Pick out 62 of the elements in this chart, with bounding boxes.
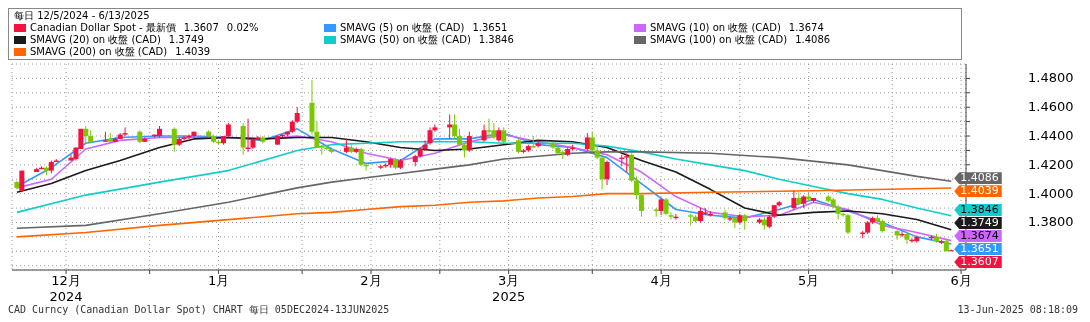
data-label: 1.4086 <box>954 171 1002 185</box>
text: 1.3674 <box>788 22 824 33</box>
legend-label: Canadian Dollar Spot - 最新價 <box>30 22 176 34</box>
candlestick <box>122 126 128 137</box>
data-label: 1.3749 <box>954 216 1002 230</box>
candlestick <box>589 131 595 153</box>
candlestick <box>466 131 472 153</box>
text: 1.3607 <box>960 255 999 269</box>
candlestick <box>722 209 728 221</box>
candlestick <box>240 122 246 156</box>
candlestick <box>604 160 610 186</box>
legend-label: SMAVG (200) on 收盤 (CAD) <box>30 46 168 58</box>
legend-label: SMAVG (100) on 收盤 (CAD) <box>650 34 788 46</box>
candlestick <box>732 216 738 229</box>
candlestick <box>727 216 733 222</box>
candlestick <box>599 154 605 190</box>
line-series <box>16 151 953 230</box>
text: 1.3846 <box>478 34 514 45</box>
y-tick-label: 1.4600 <box>1028 99 1074 115</box>
text: 1.3749 <box>168 34 204 45</box>
candlestick <box>171 126 177 153</box>
text: 13-Jun-2025 08:18:09 <box>957 304 1078 316</box>
candlestick <box>624 152 630 173</box>
data-label: 1.3846 <box>954 203 1002 217</box>
candlestick <box>486 118 492 138</box>
candlestick <box>634 175 640 200</box>
candlestick <box>845 213 851 235</box>
legend-label: SMAVG (10) on 收盤 (CAD) <box>650 22 781 34</box>
text: 1.4086 <box>795 34 831 45</box>
data-label: 1.3674 <box>954 229 1002 243</box>
legend-label: SMAVG (5) on 收盤 (CAD) <box>340 22 465 34</box>
legend-label: SMAVG (50) on 收盤 (CAD) <box>340 34 471 46</box>
candlestick <box>255 135 261 141</box>
text: 0.02% <box>226 22 259 34</box>
text: 1.3651 <box>472 22 508 33</box>
candlestick <box>491 122 497 140</box>
y-tick-label: 1.4000 <box>1028 185 1074 201</box>
candlestick <box>452 113 458 140</box>
legend-label: SMAVG (20) on 收盤 (CAD) <box>30 34 161 46</box>
text: 2025 <box>491 289 527 304</box>
text: 2024 <box>48 289 84 304</box>
data-label: 1.3651 <box>954 242 1002 256</box>
x-tick-label: 12月 <box>51 273 81 289</box>
y-tick-label: 1.4800 <box>1028 70 1074 86</box>
candlestick <box>638 193 644 218</box>
y-tick-label: 1.3800 <box>1028 214 1074 230</box>
candlestick <box>358 147 364 167</box>
x-tick-label: 1月 <box>207 273 230 289</box>
x-tick-label: 3月 <box>498 273 520 289</box>
y-tick-label: 1.4400 <box>1028 128 1074 144</box>
text: 1.4039 <box>175 46 211 57</box>
candlestick <box>181 135 187 141</box>
data-label: 1.4039 <box>954 184 1002 198</box>
y-tick-label: 1.4200 <box>1028 156 1074 172</box>
text: CAD Curncy (Canadian Dollar Spot) CHART 每日 05DEC2024-13JUN2025 <box>8 304 390 316</box>
x-tick-label: 2月 <box>360 273 382 289</box>
x-tick-label: 6月 <box>950 273 972 289</box>
x-tick-label: 4月 <box>650 273 672 289</box>
x-tick-label: 5月 <box>798 273 820 289</box>
text: 1.3607 <box>183 22 219 33</box>
chart-title: 每日 12/5/2024 - 6/13/2025 <box>14 10 151 22</box>
candlestick <box>791 190 797 210</box>
